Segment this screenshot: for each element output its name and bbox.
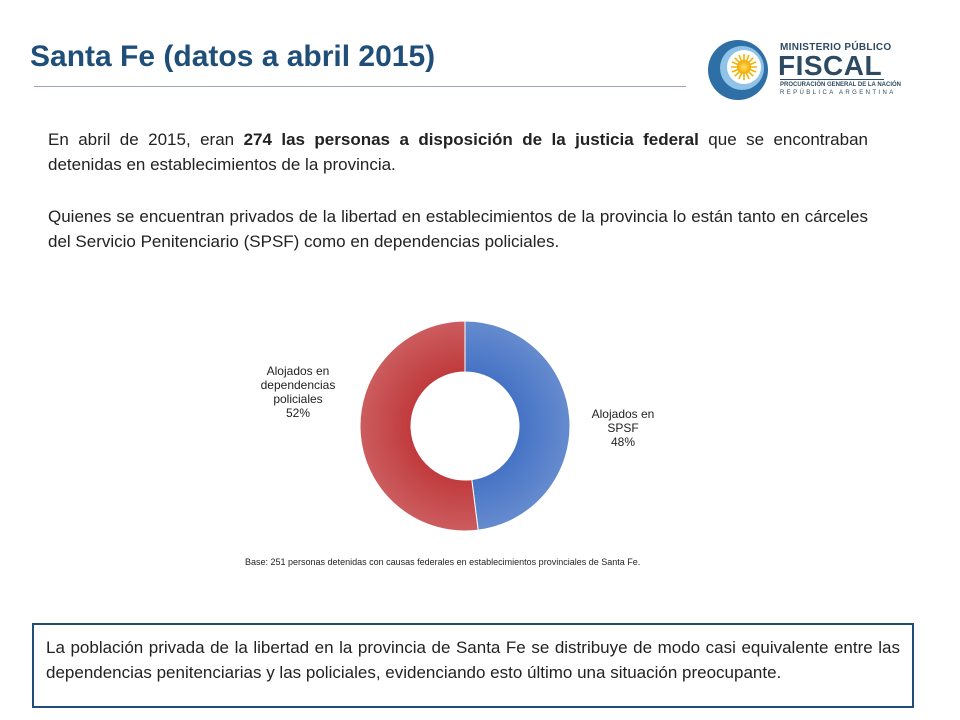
page-title: Santa Fe (datos a abril 2015): [30, 40, 436, 73]
intro-text-end: que se encontraban detenidas en establec…: [48, 130, 868, 174]
logo-line-fiscal: FISCAL: [778, 50, 883, 81]
sun-emblem-icon: [708, 40, 768, 100]
conclusion-text: La población privada de la libertad en l…: [46, 638, 900, 682]
ministerio-publico-fiscal-logo: MINISTERIO PÚBLICO FISCAL PROCURACIÓN GE…: [706, 38, 901, 100]
donut-slice-spsf: [464, 320, 571, 531]
slice-label-spsf: Alojados en SPSF 48%: [592, 407, 655, 449]
intro-paragraph-1: En abril de 2015, eran 274 las personas …: [48, 127, 868, 177]
logo-divider: [780, 79, 884, 80]
logo-line-procuracion: PROCURACIÓN GENERAL DE LA NACIÓN: [780, 82, 902, 88]
logo-line-republica: REPÚBLICA ARGENTINA: [780, 90, 896, 96]
logo-line-ministerio: MINISTERIO PÚBLICO: [780, 42, 892, 53]
intro-text-start: En abril de 2015, eran: [48, 130, 244, 149]
intro-highlight: 274 las personas a disposición de la jus…: [243, 130, 699, 149]
title-divider: [34, 86, 686, 87]
intro-paragraph-2: Quienes se encuentran privados de la lib…: [48, 207, 868, 251]
conclusion-box: La población privada de la libertad en l…: [32, 623, 914, 708]
slice-label-policiales: Alojados en dependencias policiales 52%: [261, 364, 336, 420]
donut-slice-policiales: [359, 320, 479, 532]
chart-base-note: Base: 251 personas detenidas con causas …: [245, 557, 641, 567]
